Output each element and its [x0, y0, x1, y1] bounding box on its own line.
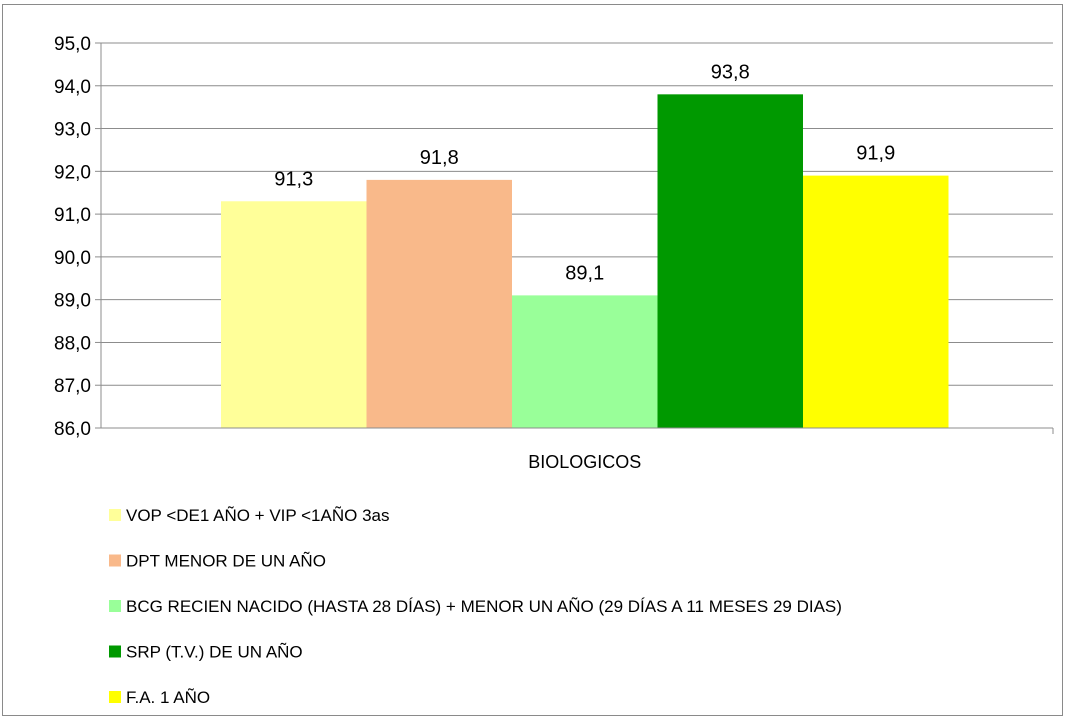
y-tick-label: 90,0: [54, 248, 91, 269]
y-tick-label: 91,0: [54, 205, 91, 226]
data-label: 91,9: [856, 143, 895, 165]
y-tick-label: 88,0: [54, 333, 91, 354]
y-tick-label: 86,0: [54, 419, 91, 440]
chart-frame: 86,0 87,0 88,0 89,0 90,0 91,0 92,0 93,0 94,0 95,0…: [2, 4, 1063, 716]
y-tick-label: 93,0: [54, 120, 91, 141]
legend-swatch: [109, 645, 121, 658]
y-tick-label: 92,0: [54, 162, 91, 183]
y-tick-label: 94,0: [54, 77, 91, 98]
legend-swatch: [109, 600, 121, 612]
legend-label: SRP (T.V.) DE UN AÑO: [126, 643, 303, 662]
legend-swatch: [109, 509, 121, 521]
data-label: 89,1: [565, 262, 604, 284]
data-label: 91,8: [420, 147, 459, 169]
y-tick-label: 95,0: [54, 34, 91, 55]
y-tick-label: 89,0: [54, 291, 91, 312]
bar: [221, 201, 367, 428]
bar: [366, 179, 512, 428]
legend-swatch: [109, 554, 121, 567]
y-tick-label: 87,0: [54, 376, 91, 397]
bar: [657, 94, 803, 428]
bar-layer: [221, 94, 949, 428]
bar: [512, 295, 658, 428]
data-label: 93,8: [711, 61, 750, 83]
bar-chart: 86,0 87,0 88,0 89,0 90,0 91,0 92,0 93,0 94,0 95,0…: [54, 34, 1054, 707]
legend-label: VOP <DE1 AÑO + VIP <1AÑO 3as: [126, 506, 389, 525]
bar: [803, 175, 949, 428]
legend-label: BCG RECIEN NACIDO (HASTA 28 DÍAS) + MENO…: [126, 597, 842, 616]
legend-swatch: [109, 691, 121, 703]
data-label: 91,3: [274, 168, 313, 190]
legend-label: DPT MENOR DE UN AÑO: [126, 552, 326, 571]
axis-layer: 86,0 87,0 88,0 89,0 90,0 91,0 92,0 93,0 94,0 95,0…: [54, 34, 1054, 472]
label-layer: 91,3 91,8 89,1 93,8 91,9: [274, 61, 895, 284]
legend-label: F.A. 1 AÑO: [126, 688, 210, 707]
x-category-label: BIOLOGICOS: [528, 452, 641, 472]
legend: VOP <DE1 AÑO + VIP <1AÑO 3as DPT MENOR DE…: [109, 506, 842, 707]
